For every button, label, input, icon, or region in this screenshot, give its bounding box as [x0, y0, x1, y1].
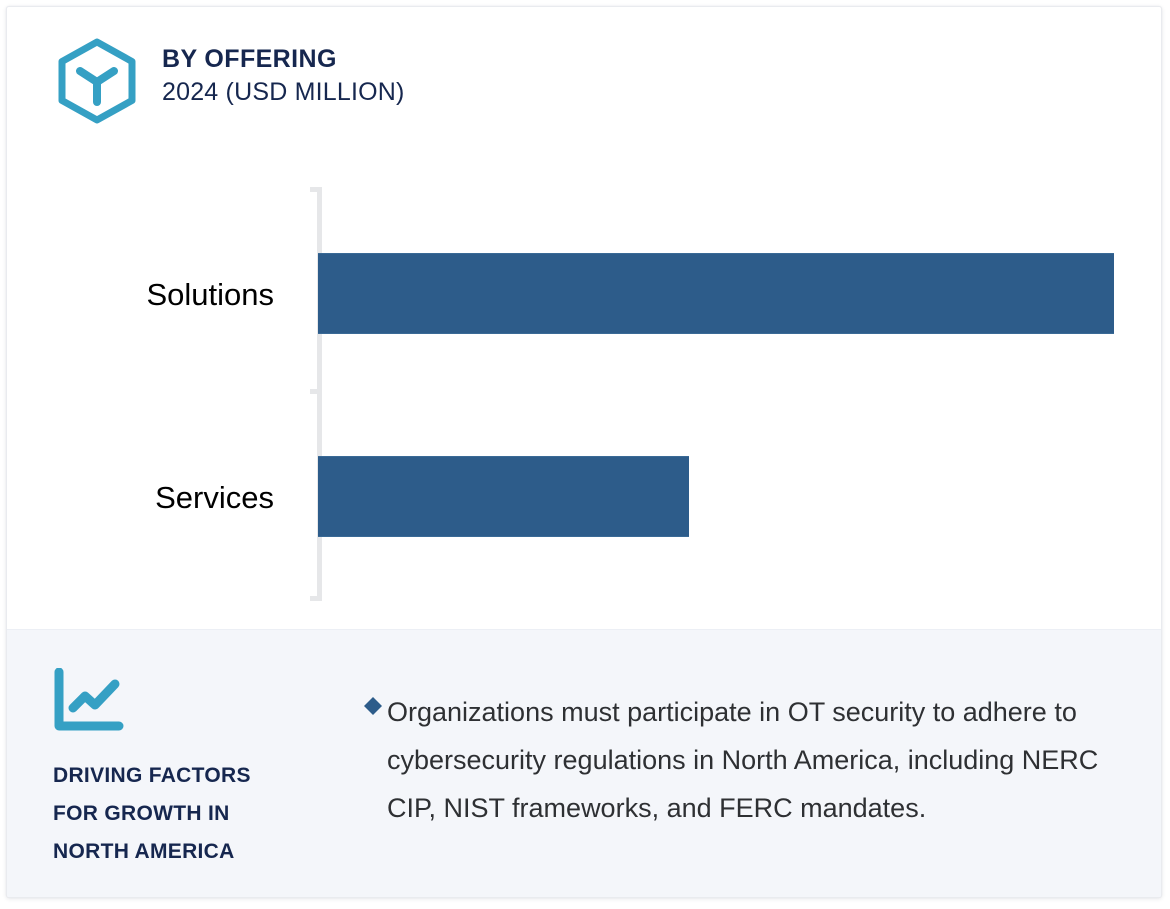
hexagon-y-icon	[53, 37, 141, 125]
driving-factors-panel: DRIVING FACTORS FOR GROWTH IN NORTH AMER…	[7, 629, 1161, 897]
driving-factors-heading: DRIVING FACTORS FOR GROWTH IN NORTH AMER…	[53, 764, 251, 863]
y-axis-line	[317, 187, 322, 601]
page-title: BY OFFERING	[162, 45, 337, 73]
bar-services[interactable]	[318, 456, 689, 537]
panel-left-column: DRIVING FACTORS FOR GROWTH IN NORTH AMER…	[53, 667, 353, 871]
bar-chart: Solutions Services	[7, 157, 1161, 629]
axis-label-services: Services	[155, 480, 274, 515]
axis-label-solutions: Solutions	[146, 277, 274, 312]
driving-factor-text: Organizations must participate in OT sec…	[387, 697, 1099, 823]
diamond-bullet-icon	[364, 697, 382, 715]
infographic-card: BY OFFERING 2024 (USD MILLION) Solutions…	[6, 6, 1162, 898]
bar-solutions[interactable]	[318, 253, 1114, 334]
list-item: Organizations must participate in OT sec…	[364, 688, 1143, 832]
page-subtitle: 2024 (USD MILLION)	[162, 78, 405, 106]
axis-tick-top	[310, 187, 318, 192]
axis-tick-middle	[310, 389, 318, 394]
header-text-block: BY OFFERING 2024 (USD MILLION)	[162, 43, 405, 109]
axis-tick-bottom	[310, 596, 318, 601]
card-header: BY OFFERING 2024 (USD MILLION)	[7, 7, 1161, 157]
panel-right-column: Organizations must participate in OT sec…	[364, 688, 1143, 832]
line-chart-icon	[53, 667, 125, 732]
